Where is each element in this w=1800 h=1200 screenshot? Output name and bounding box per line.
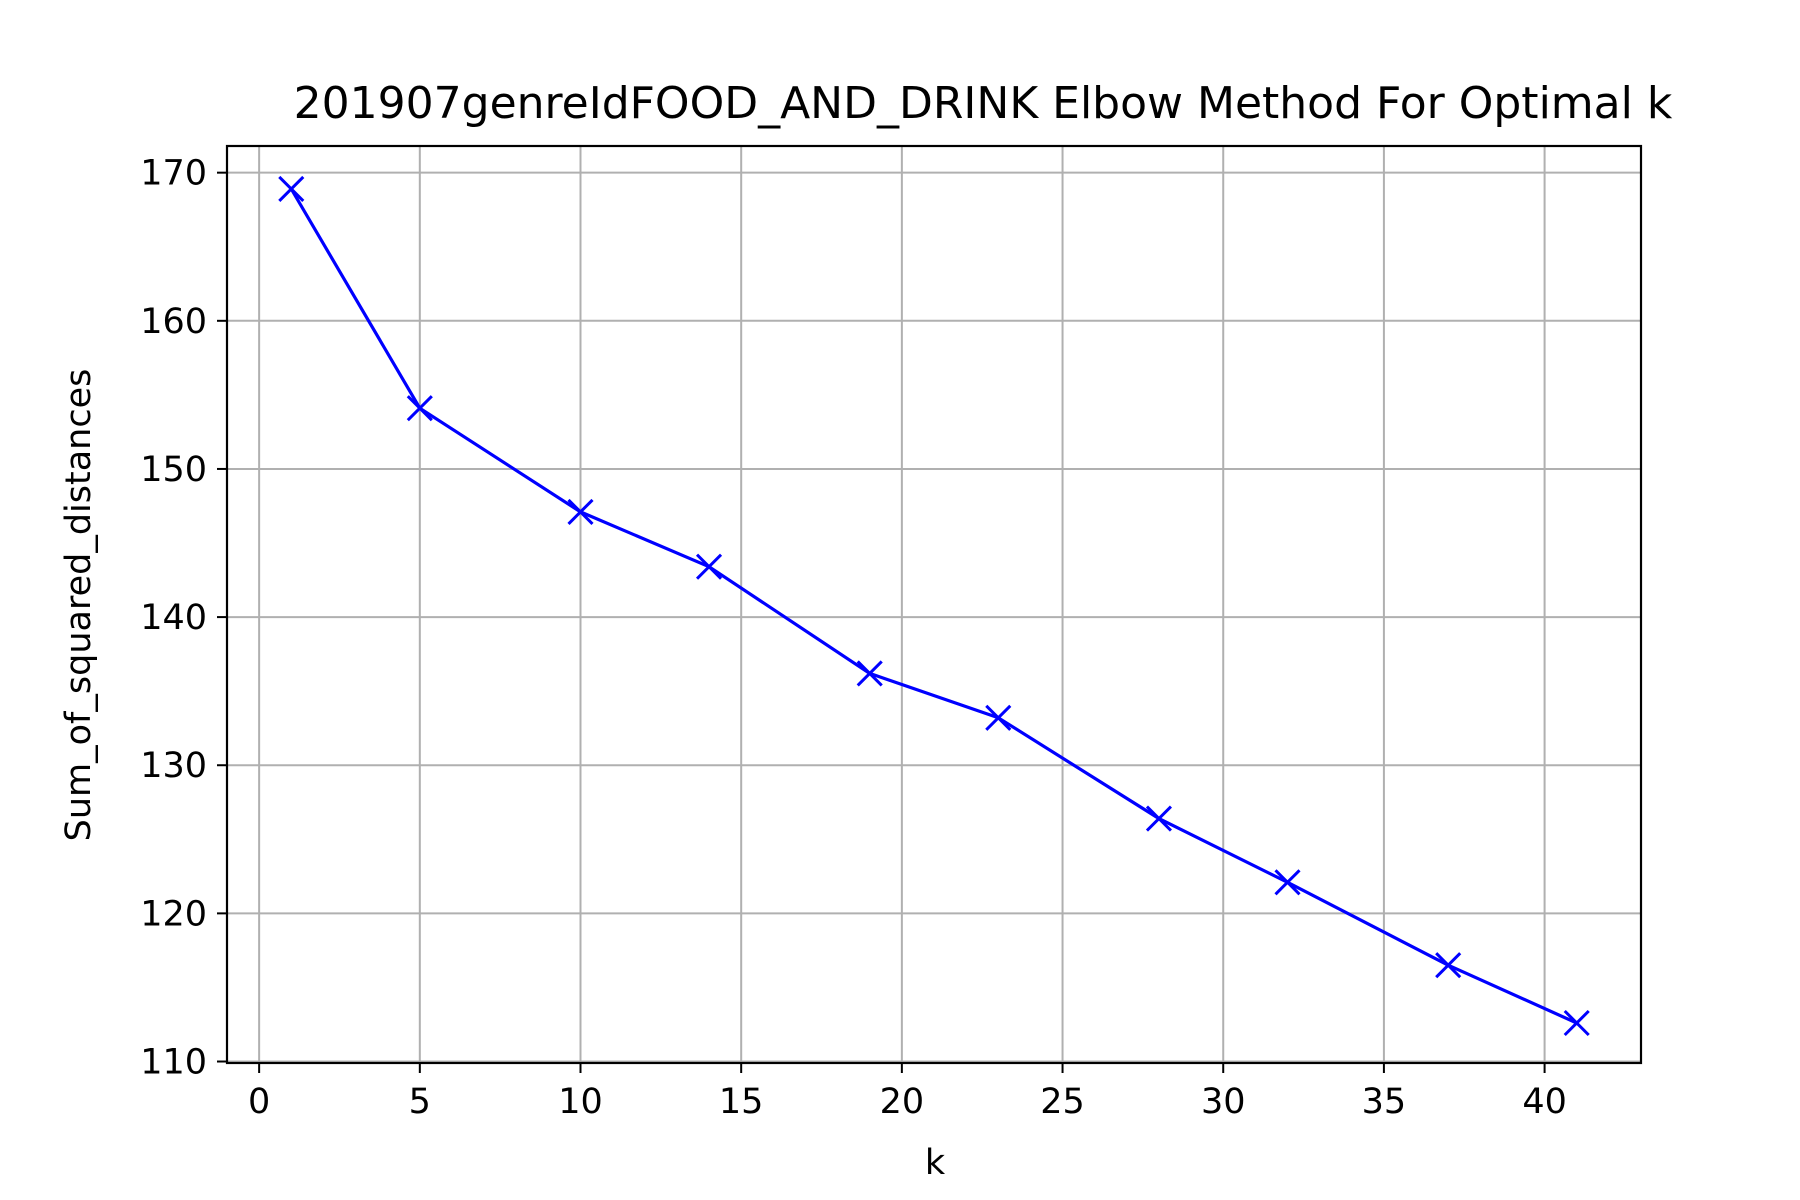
y-tick-label: 160 <box>140 302 207 342</box>
x-tick-label: 30 <box>1201 1082 1246 1122</box>
y-tick-label: 110 <box>140 1043 207 1083</box>
x-tick-label: 25 <box>1040 1082 1085 1122</box>
x-tick-label: 40 <box>1522 1082 1567 1122</box>
data-point-marker <box>278 175 305 203</box>
data-point-marker <box>1563 1009 1590 1037</box>
y-tick-label: 130 <box>140 746 207 786</box>
grid-lines <box>227 146 1641 1063</box>
y-tick-label: 140 <box>140 598 207 638</box>
data-point-marker <box>695 553 723 580</box>
axis-ticks: 0 5 10 15 20 25 30 35 40 110 120 130 140 150 160 170 <box>140 154 1567 1122</box>
data-point-marker <box>1145 805 1173 832</box>
x-tick-label: 0 <box>248 1082 270 1122</box>
y-tick-label: 150 <box>140 450 207 490</box>
series-line <box>289 188 1578 1025</box>
x-tick-label: 10 <box>558 1082 603 1122</box>
data-point-marker <box>1274 869 1301 896</box>
y-tick-label: 170 <box>140 154 207 194</box>
y-tick-label: 120 <box>140 894 207 934</box>
data-point-marker <box>985 704 1012 731</box>
x-tick-label: 5 <box>409 1082 431 1122</box>
plot-area-frame <box>225 144 1643 1065</box>
x-tick-label: 15 <box>719 1082 764 1122</box>
x-tick-label: 20 <box>880 1082 925 1122</box>
y-axis-label: Sum_of_squared_distances <box>59 369 99 842</box>
x-axis-label: k <box>925 1143 946 1183</box>
data-point-marker <box>567 498 594 525</box>
data-point-marker <box>406 395 433 422</box>
data-point-marker <box>1435 952 1462 979</box>
chart-title: 201907genreIdFOOD_AND_DRINK Elbow Method… <box>294 78 1673 129</box>
data-point-marker <box>856 660 883 687</box>
data-series <box>278 175 1590 1037</box>
x-tick-label: 35 <box>1362 1082 1407 1122</box>
